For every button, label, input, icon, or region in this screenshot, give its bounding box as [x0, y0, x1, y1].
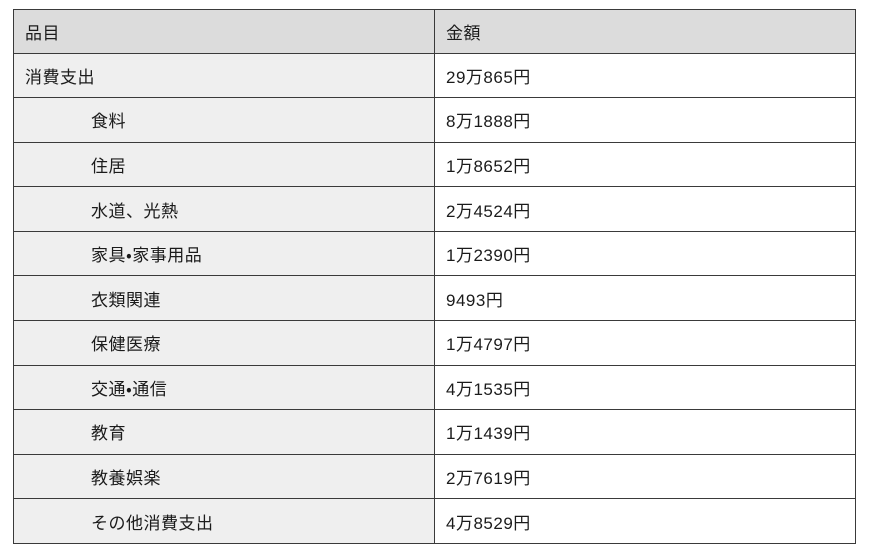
amount-cell: 4万8529円	[434, 498, 856, 544]
item-header-cell: 品目	[13, 9, 435, 54]
table-row: 衣類関連 9493円	[13, 275, 856, 322]
item-cell: 保健医療	[13, 320, 435, 366]
table-row: 食料 8万1888円	[13, 97, 856, 143]
expense-table: 品目 金額 消費支出 29万865円 食料 8万1888円 住居 1万8652円…	[13, 9, 856, 544]
table-row: 教育 1万1439円	[13, 409, 856, 455]
item-cell: 住居	[13, 141, 435, 188]
table-row: 交通・通信 4万1535円	[13, 364, 856, 411]
amount-cell: 2万4524円	[434, 186, 856, 232]
table-row: 家具・家事用品 1万2390円	[13, 230, 856, 277]
table-row: 教養娯楽 2万7619円	[13, 453, 856, 500]
amount-cell: 1万4797円	[434, 320, 856, 366]
item-cell: 家具・家事用品	[13, 230, 435, 277]
amount-cell: 1万8652円	[434, 141, 856, 188]
item-cell: 衣類関連	[13, 275, 435, 322]
item-cell: 水道、光熱	[13, 186, 435, 232]
item-cell: その他消費支出	[13, 498, 435, 544]
item-cell: 交通・通信	[13, 364, 435, 411]
amount-cell: 29万865円	[434, 52, 856, 99]
table-row: 住居 1万8652円	[13, 141, 856, 188]
item-cell: 食料	[13, 97, 435, 143]
amount-header-cell: 金額	[434, 9, 856, 54]
item-cell: 消費支出	[13, 52, 435, 99]
amount-cell: 9493円	[434, 275, 856, 322]
table-row: 保健医療 1万4797円	[13, 320, 856, 366]
amount-cell: 8万1888円	[434, 97, 856, 143]
item-cell: 教養娯楽	[13, 453, 435, 500]
item-cell: 教育	[13, 409, 435, 455]
table-row: 消費支出 29万865円	[13, 52, 856, 99]
table-header-row: 品目 金額	[13, 9, 856, 54]
table-row: 水道、光熱 2万4524円	[13, 186, 856, 232]
amount-cell: 2万7619円	[434, 453, 856, 500]
amount-cell: 1万2390円	[434, 230, 856, 277]
table-row: その他消費支出 4万8529円	[13, 498, 856, 544]
amount-cell: 4万1535円	[434, 364, 856, 411]
amount-cell: 1万1439円	[434, 409, 856, 455]
